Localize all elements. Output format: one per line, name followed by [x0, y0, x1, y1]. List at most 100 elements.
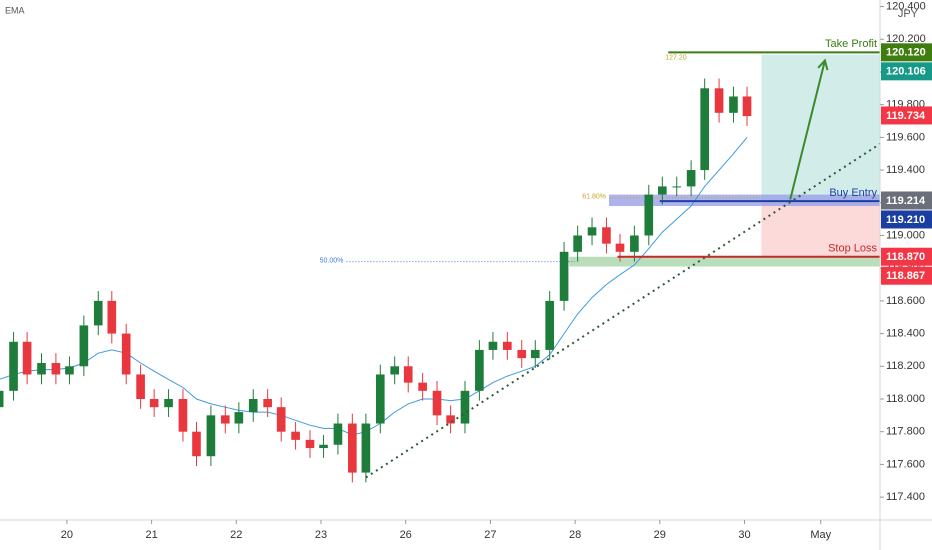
ema-line: [0, 137, 748, 436]
fib-label: 50.00%: [320, 257, 344, 264]
x-tick-label: 23: [315, 529, 327, 541]
candle-body: [93, 300, 103, 326]
indicator-label: EMA: [5, 5, 25, 15]
candle-body: [530, 349, 540, 359]
candle-body: [291, 431, 300, 440]
candle-body: [700, 88, 709, 171]
candle-body: [305, 439, 315, 449]
candle-body: [121, 333, 131, 375]
candle-body: [686, 170, 696, 187]
arrow: [789, 60, 826, 200]
price-flag: [881, 266, 932, 285]
y-tick-label: 119.000: [886, 229, 925, 241]
price-flag-label: 119.734: [886, 110, 926, 122]
candle-body: [403, 366, 413, 383]
price-flag-label: 119.214: [886, 195, 926, 207]
candle-body: [79, 325, 89, 367]
x-tick-label: 30: [738, 529, 750, 541]
candle-body: [418, 382, 427, 391]
candle-body: [390, 366, 400, 375]
x-tick-label: 28: [569, 529, 581, 541]
level-label: Stop Loss: [828, 243, 877, 255]
price-flag-label: 120.120: [886, 47, 926, 59]
y-tick-label: 118.200: [886, 360, 925, 372]
trendline: [365, 143, 881, 479]
x-tick-label: 22: [230, 529, 242, 541]
candle-body: [107, 300, 117, 334]
candle-body: [517, 349, 527, 359]
candle-body: [136, 374, 145, 399]
y-tick-label: 120.200: [886, 33, 926, 45]
candle-body: [65, 366, 74, 375]
level-label: Take Profit: [825, 38, 877, 50]
price-flag: [881, 62, 932, 81]
y-tick-label: 118.000: [886, 393, 925, 405]
x-tick-label: 20: [61, 529, 73, 541]
price-flag: [881, 43, 932, 62]
candle-body: [559, 251, 569, 301]
y-tick-label: 119.400: [886, 164, 925, 176]
plot-area: 61.80% 50.00% 127.20 Take Profit Buy Entry St…: [0, 38, 881, 483]
candle-body: [0, 390, 4, 408]
y-tick-label: 117.600: [886, 458, 925, 470]
level-band: [569, 256, 880, 267]
candle-body: [149, 398, 159, 408]
candle-body: [206, 415, 216, 457]
fib-label: 127.20: [665, 55, 687, 62]
y-tick-label: 117.800: [886, 426, 925, 438]
candle-body: [658, 186, 667, 195]
candle-body: [630, 235, 639, 252]
candle-body: [37, 363, 46, 375]
currency-label: JPY: [898, 8, 919, 20]
y-tick-label: 119.600: [886, 131, 925, 143]
candle-body: [644, 194, 654, 236]
candle-body: [248, 398, 258, 413]
candle-body: [446, 415, 455, 424]
candle-body: [545, 300, 555, 350]
arrow-head: [817, 58, 829, 71]
level-label: Buy Entry: [829, 187, 877, 199]
candle-body: [432, 390, 442, 416]
price-flag-label: 120.106: [886, 66, 926, 78]
candle-body: [361, 423, 371, 473]
candle-body: [319, 444, 328, 449]
candle-body: [263, 398, 272, 408]
candle-body: [276, 407, 286, 432]
candle-body: [615, 243, 625, 252]
candle-body: [503, 341, 512, 350]
candle-body: [234, 412, 244, 424]
price-flag: [881, 210, 932, 229]
candle-body: [729, 96, 738, 113]
candle-body: [587, 227, 597, 236]
price-flag: [881, 191, 932, 210]
x-tick-label: May: [810, 529, 831, 541]
candle-body: [375, 374, 385, 424]
price-flag: [881, 106, 932, 125]
x-tick-label: 21: [145, 529, 157, 541]
price-flag-label: 119.210: [886, 214, 925, 226]
y-tick-label: 117.400: [886, 491, 925, 503]
candle-body: [192, 431, 201, 457]
candle-body: [460, 390, 470, 424]
x-tick-label: 27: [484, 529, 496, 541]
candle-body: [9, 341, 18, 391]
fib-label: 61.80%: [582, 194, 606, 201]
candle-body: [488, 341, 498, 350]
y-tick-label: 118.400: [886, 327, 925, 339]
price-flag-label: 118.867: [886, 270, 925, 282]
x-tick-label: 26: [400, 529, 412, 541]
candle-body: [602, 227, 611, 244]
candle-body: [672, 186, 682, 188]
candle-body: [333, 423, 343, 445]
y-tick-label: 120.400: [886, 0, 926, 12]
y-tick-label: 118.600: [886, 295, 925, 307]
x-tick-label: 29: [654, 529, 666, 541]
candle-body: [22, 341, 32, 375]
candle-body: [573, 235, 582, 252]
candle-body: [51, 363, 61, 375]
price-flag-label: 118.870: [886, 251, 925, 263]
price-flag: [881, 247, 932, 266]
candle-body: [220, 415, 230, 424]
candle-body: [742, 96, 752, 117]
